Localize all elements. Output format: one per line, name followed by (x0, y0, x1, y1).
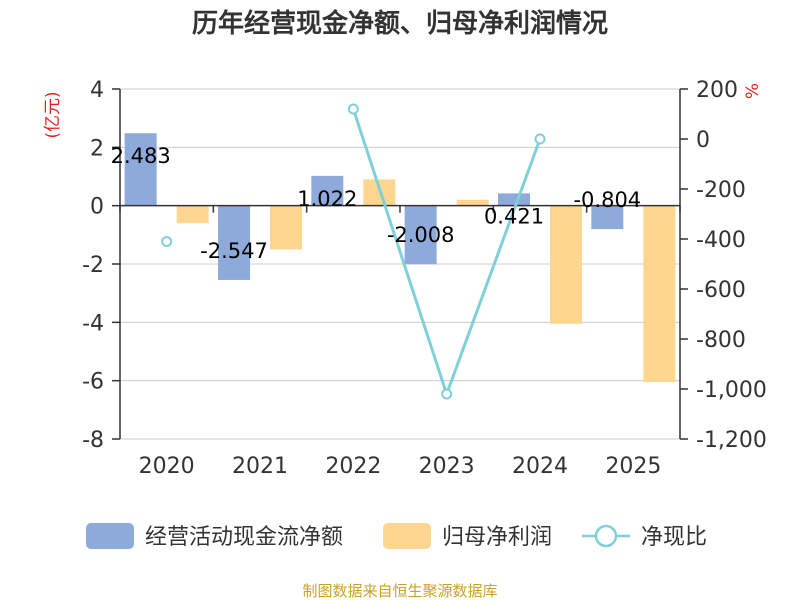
chart-title: 历年经营现金净额、归母净利润情况 (192, 8, 608, 39)
right-tick-label: -1,000 (696, 378, 767, 403)
ratio-point (534, 133, 546, 145)
x-tick-label: 2020 (139, 454, 195, 479)
left-axis-unit: (亿元) (43, 91, 63, 138)
ratio-point (441, 388, 453, 400)
grid-lines (120, 88, 680, 440)
right-tick-label: -400 (696, 228, 746, 253)
bar-cashflow (124, 133, 157, 206)
legend-label-cashflow: 经营活动现金流净额 (145, 525, 343, 550)
ratio-line-segment (351, 108, 542, 399)
data-label-cashflow: -2.547 (200, 239, 268, 263)
legend: 经营活动现金流净额 归母净利润 净现比 (86, 523, 707, 550)
x-tick-label: 2021 (232, 454, 288, 479)
bar-cashflow (591, 205, 624, 230)
ratio-point (347, 103, 359, 115)
ratio-point (161, 236, 173, 247)
bar-net-profit (456, 199, 489, 206)
data-source: 制图数据来自恒生聚源数据库 (302, 582, 497, 600)
data-label-cashflow: 2.483 (111, 144, 171, 168)
x-tick-label: 2024 (512, 454, 568, 479)
left-tick-label: -2 (82, 253, 104, 278)
left-tick-label: -8 (82, 428, 104, 453)
axes (112, 88, 688, 440)
x-tick-label: 2022 (325, 454, 381, 479)
bar-net-profit (550, 205, 582, 324)
right-tick-label: -600 (696, 278, 746, 303)
left-tick-label: -6 (82, 370, 104, 395)
x-tick-label: 2023 (419, 454, 475, 479)
left-tick-label: 0 (90, 195, 104, 220)
data-label-cashflow: 1.022 (297, 187, 357, 211)
bar-cashflow (311, 175, 344, 206)
right-tick-label: 0 (696, 128, 710, 153)
left-tick-label: 2 (90, 136, 104, 161)
bars (124, 133, 676, 383)
ratio-line (161, 103, 546, 400)
right-axis-unit: % (743, 83, 763, 99)
data-label-cashflow: 0.421 (484, 204, 544, 228)
data-label-cashflow: -0.804 (573, 188, 641, 212)
legend-item-net-profit[interactable]: 归母净利润 (383, 523, 552, 550)
legend-item-cashflow[interactable]: 经营活动现金流净额 (86, 523, 343, 550)
bar-cashflow (404, 205, 437, 265)
left-tick-label: 4 (90, 78, 104, 103)
bar-net-profit (643, 205, 676, 383)
bar-net-profit (270, 205, 302, 250)
bar-cashflow (218, 205, 250, 280)
right-tick-label: -200 (696, 178, 746, 203)
right-tick-label: -1,200 (696, 428, 767, 453)
right-tick-label: 200 (696, 78, 738, 103)
right-tick-label: -800 (696, 328, 746, 353)
x-tick-label: 2025 (605, 454, 661, 479)
legend-marker-ratio (594, 524, 618, 548)
legend-item-ratio[interactable]: 净现比 (582, 524, 707, 550)
legend-swatch-cashflow (86, 523, 134, 549)
tick-labels: 4 2 0 -2 -4 -6 -8 200 0 -200 -400 -600 -800 -1,000 -1,… (82, 78, 767, 479)
bar-net-profit (176, 205, 209, 224)
left-tick-label: -4 (82, 311, 104, 336)
data-label-cashflow: -2.008 (387, 223, 455, 247)
data-labels: 2.483 -2.547 1.022 -2.008 0.421 -0.804 (111, 144, 642, 263)
legend-label-ratio: 净现比 (641, 525, 707, 550)
legend-label-net-profit: 归母净利润 (442, 525, 552, 550)
legend-swatch-net-profit (383, 523, 431, 549)
bar-cashflow (498, 193, 530, 206)
